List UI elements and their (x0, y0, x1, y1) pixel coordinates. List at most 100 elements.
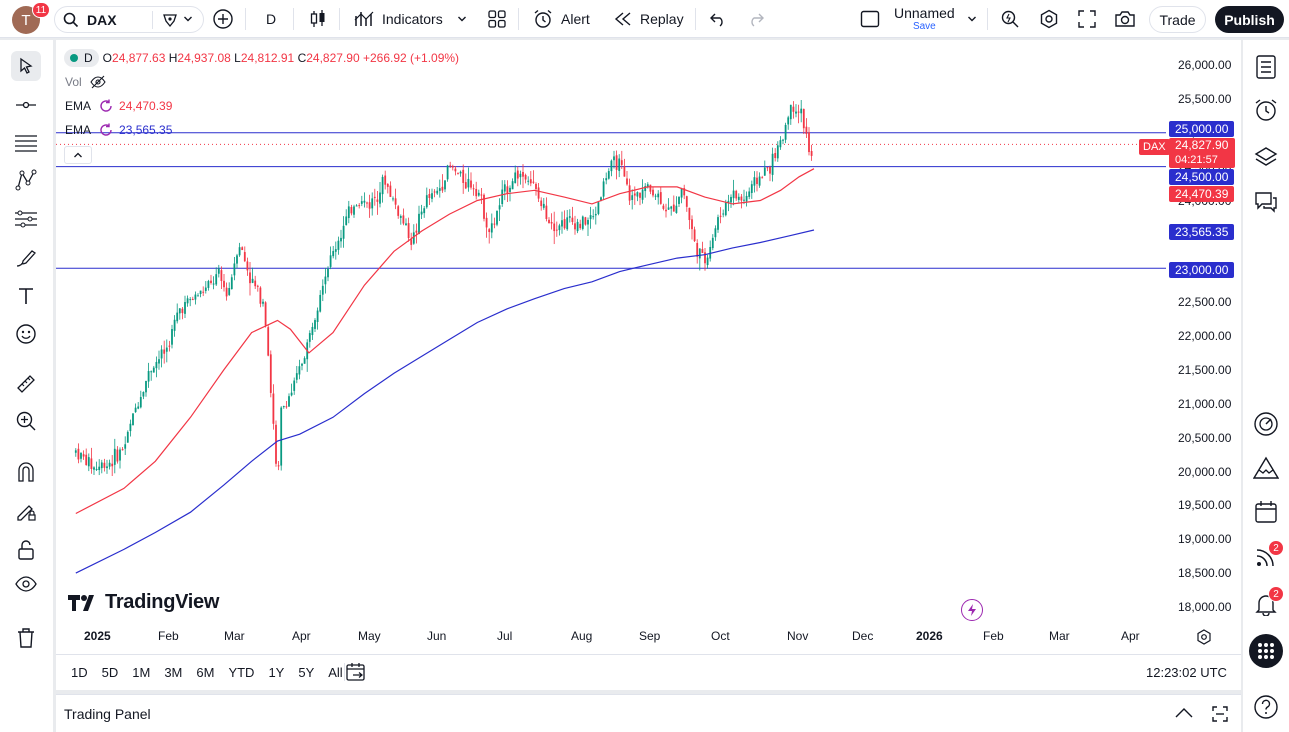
news-feed-button[interactable] (1252, 543, 1280, 571)
interval-button[interactable]: D (266, 0, 276, 38)
apps-button[interactable] (1249, 634, 1283, 668)
drawing-toolbar (0, 40, 53, 732)
range-button-all[interactable]: All (328, 664, 343, 680)
range-button-5d[interactable]: 5D (101, 664, 119, 680)
publish-button[interactable]: Publish (1215, 6, 1284, 33)
candle-body (745, 195, 748, 202)
chart-area[interactable] (56, 40, 1241, 690)
fullscreen-icon (1077, 9, 1097, 29)
watchlist-button[interactable] (1252, 53, 1280, 81)
candle-body (779, 140, 782, 148)
expand-panel-button[interactable] (1174, 705, 1194, 721)
legend-ema-fast[interactable]: EMA 24,470.39 (65, 99, 172, 113)
trading-panel-tab[interactable]: Trading Panel (64, 706, 151, 722)
candle-body (477, 192, 480, 196)
fullscreen-button[interactable] (1077, 0, 1097, 38)
candle-body (223, 280, 225, 288)
candle (652, 187, 654, 198)
range-button-1m[interactable]: 1M (132, 664, 151, 680)
help-button[interactable] (1252, 693, 1280, 721)
candle (571, 206, 574, 225)
range-button-6m[interactable]: 6M (196, 664, 215, 680)
draw-mode-tool[interactable] (11, 496, 41, 526)
ema-fast-line[interactable] (75, 168, 815, 515)
alert-button[interactable]: Alert (533, 0, 590, 38)
zoom-tool[interactable] (11, 406, 41, 436)
candle (602, 178, 605, 201)
candle-body (282, 406, 285, 408)
event-flash-marker[interactable] (961, 599, 983, 621)
collapse-legend-button[interactable] (64, 146, 92, 164)
axis-settings-button[interactable] (1196, 629, 1212, 645)
candle-body (537, 187, 540, 199)
symbol-search[interactable]: DAX (54, 6, 204, 33)
maximize-panel-button[interactable] (1210, 704, 1230, 724)
chevron-down-icon[interactable] (183, 13, 193, 25)
remove-drawings-tool[interactable] (11, 623, 41, 653)
calendar-button[interactable] (1252, 498, 1280, 526)
legend-volume[interactable]: Vol (65, 75, 106, 89)
candle (438, 179, 441, 198)
legend-ema-slow[interactable]: EMA 23,565.35 (65, 123, 172, 137)
candle-body (618, 158, 621, 171)
replay-button[interactable]: Replay (614, 0, 684, 38)
range-button-3m[interactable]: 3M (164, 664, 183, 680)
redo-button[interactable] (747, 0, 765, 38)
tradingview-watermark[interactable]: TradingView (67, 591, 219, 614)
indicators-button[interactable]: Indicators (354, 0, 467, 38)
snapshot-button[interactable] (1114, 0, 1136, 38)
undo-button[interactable] (709, 0, 727, 38)
settings-button[interactable] (1039, 0, 1059, 38)
candle (766, 166, 769, 172)
pattern-tool[interactable] (11, 165, 41, 195)
range-button-1y[interactable]: 1Y (268, 664, 285, 680)
object-tree-button[interactable] (1252, 143, 1280, 171)
chart-type-button[interactable] (309, 0, 327, 38)
time-axis[interactable]: 2025 Feb Mar Apr May Jun Jul Aug Sep Oct Nov Dec 202… (56, 626, 1166, 648)
candle (342, 216, 345, 248)
add-symbol-button[interactable] (212, 0, 234, 38)
candle-body (444, 180, 446, 190)
ideas-stream-button[interactable] (1252, 454, 1280, 482)
hide-drawings-tool[interactable] (11, 569, 41, 599)
candle-body (423, 208, 426, 214)
brush-tool[interactable] (11, 243, 41, 273)
candle-body (535, 183, 537, 190)
text-tool[interactable] (11, 281, 41, 311)
candle-body (314, 320, 316, 329)
goto-date-button[interactable] (345, 655, 367, 689)
technicals-button[interactable] (1252, 410, 1280, 438)
candle-body (587, 219, 589, 225)
candle (683, 184, 686, 200)
candle (711, 234, 714, 251)
lock-drawings-tool[interactable] (11, 535, 41, 565)
market-status-dot[interactable]: D (64, 49, 99, 67)
range-button-1d[interactable]: 1D (71, 664, 88, 680)
emoji-tool[interactable] (11, 319, 41, 349)
candle (116, 446, 119, 464)
alerts-panel-button[interactable] (1252, 96, 1280, 124)
price-chart[interactable] (56, 40, 1241, 654)
clock[interactable]: 12:23:02 UTC (1146, 664, 1227, 680)
magnet-tool[interactable] (11, 457, 41, 487)
layout-menu-button[interactable]: Unnamed Save (860, 0, 977, 38)
fib-tool[interactable] (11, 128, 41, 158)
trade-button[interactable]: Trade (1149, 6, 1206, 33)
trend-line-tool[interactable] (11, 90, 41, 120)
candle-body (181, 308, 184, 314)
quick-search-button[interactable] (1000, 0, 1020, 38)
candle (347, 200, 350, 224)
candle-body (134, 407, 137, 413)
candle-body (605, 178, 608, 181)
cursor-tool[interactable] (11, 51, 41, 81)
measure-tool[interactable] (11, 369, 41, 399)
eye-crossed-icon[interactable] (90, 75, 106, 89)
compare-icon[interactable] (161, 12, 179, 28)
ema-slow-line[interactable] (75, 229, 815, 574)
candle-body (329, 255, 332, 267)
range-button-ytd[interactable]: YTD (228, 664, 255, 680)
range-button-5y[interactable]: 5Y (298, 664, 315, 680)
forecast-tool[interactable] (11, 204, 41, 234)
layouts-button[interactable] (487, 0, 507, 38)
chats-button[interactable] (1252, 188, 1280, 216)
